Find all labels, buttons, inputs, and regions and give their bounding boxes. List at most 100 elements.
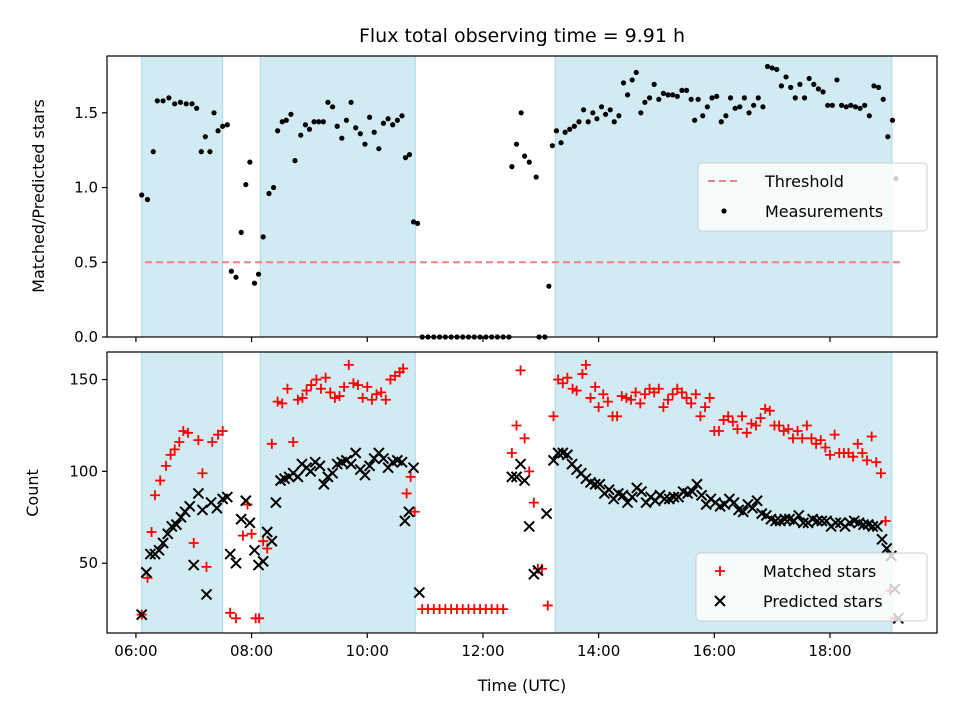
matched-stars-point bbox=[401, 488, 412, 499]
matched-stars-point bbox=[806, 433, 817, 444]
matched-stars-point bbox=[801, 420, 812, 431]
x-axis-label: Time (UTC) bbox=[477, 676, 566, 695]
bottom-y-axis-label: Count bbox=[23, 469, 42, 517]
measurement-point bbox=[718, 119, 724, 125]
top-y-tick-label: 0.5 bbox=[74, 253, 98, 271]
matched-stars-point bbox=[498, 604, 509, 615]
chart-title: Flux total observing time = 9.91 h bbox=[359, 25, 685, 47]
matched-stars-point bbox=[871, 457, 882, 468]
matched-stars-point bbox=[201, 561, 212, 572]
predicted-stars-point bbox=[514, 458, 527, 470]
top-y-axis-label: Matched/Predicted stars bbox=[29, 99, 48, 293]
predicted-stars-point bbox=[140, 566, 153, 579]
matched-stars-point bbox=[562, 372, 573, 383]
predicted-stars-point bbox=[751, 495, 763, 507]
top-observing-band-0 bbox=[141, 55, 224, 338]
matched-stars-point bbox=[353, 380, 364, 391]
predicted-stars-point bbox=[144, 548, 157, 560]
matched-stars-point bbox=[658, 402, 669, 413]
measurement-point bbox=[683, 87, 690, 93]
measurement-point bbox=[362, 141, 368, 147]
predicted-stars-point bbox=[266, 535, 278, 547]
matched-stars-point bbox=[409, 506, 420, 517]
top-y-tick-label: 1.5 bbox=[74, 104, 98, 122]
measurement-point bbox=[513, 141, 520, 147]
measurement-point bbox=[774, 66, 780, 73]
predicted-stars-point bbox=[399, 515, 411, 527]
predicted-stars-legend-handle bbox=[714, 595, 726, 607]
measurement-point bbox=[834, 77, 840, 83]
bottom-legend: Matched stars Predicted stars bbox=[695, 552, 928, 622]
measurement-point bbox=[292, 158, 298, 164]
measurement-point bbox=[585, 119, 591, 125]
matched-stars-point bbox=[306, 380, 317, 391]
measurement-point bbox=[598, 104, 605, 110]
matched-stars-point bbox=[764, 405, 775, 416]
matched-stars-point bbox=[348, 378, 359, 389]
measurement-point bbox=[183, 101, 189, 107]
matched-stars-point bbox=[150, 490, 161, 501]
measurement-point bbox=[228, 268, 234, 274]
predicted-stars-point bbox=[552, 447, 564, 459]
predicted-stars-point bbox=[224, 548, 236, 560]
predicted-stars-point bbox=[728, 496, 740, 509]
matched-stars-point bbox=[760, 403, 771, 414]
measurement-point bbox=[788, 84, 794, 90]
predicted-stars-point bbox=[594, 478, 606, 490]
predicted-stars-point bbox=[377, 452, 390, 465]
top-axes-frame bbox=[106, 55, 938, 338]
measurement-point bbox=[366, 114, 373, 120]
measurement-point bbox=[302, 122, 308, 128]
measurement-point bbox=[139, 192, 145, 198]
matched-stars-point bbox=[713, 425, 724, 436]
measurement-point bbox=[144, 196, 151, 203]
matched-stars-point bbox=[824, 449, 835, 460]
matched-stars-point bbox=[695, 411, 706, 422]
predicted-stars-point bbox=[413, 586, 426, 599]
matched-stars-point bbox=[732, 424, 743, 435]
matched-stars-point bbox=[783, 424, 794, 435]
predicted-stars-point bbox=[135, 608, 148, 621]
matched-stars-point bbox=[515, 365, 526, 376]
measurement-point bbox=[329, 104, 336, 110]
measurement-point bbox=[714, 93, 720, 99]
top-panel: 0.0 0.5 1.0 1.5 Threshold Measurements bbox=[74, 55, 938, 346]
matched-stars-point bbox=[288, 436, 299, 447]
matched-stars-point bbox=[528, 497, 539, 508]
matched-stars-point bbox=[829, 429, 840, 440]
measurement-point bbox=[811, 81, 817, 87]
measurement-point bbox=[633, 69, 639, 76]
matched-stars-point bbox=[616, 391, 627, 402]
predicted-stars-point bbox=[359, 469, 371, 481]
x-tick-label: 18:00 bbox=[808, 642, 851, 660]
measurement-point bbox=[376, 146, 382, 152]
matched-stars-point bbox=[197, 468, 208, 479]
measurement-point bbox=[348, 99, 354, 105]
matched-stars-point bbox=[519, 433, 530, 444]
measurement-point bbox=[275, 128, 281, 134]
matched-stars-point bbox=[857, 448, 868, 459]
measurement-point bbox=[172, 101, 178, 107]
matched-stars-point bbox=[635, 398, 646, 409]
predicted-stars-point bbox=[532, 564, 544, 577]
matched-stars-point bbox=[880, 515, 891, 526]
predicted-stars-point bbox=[244, 517, 256, 529]
measurement-point bbox=[607, 107, 613, 113]
matched-stars-point bbox=[225, 607, 236, 618]
top-y-tick-label: 1.0 bbox=[74, 179, 98, 197]
matched-stars-point bbox=[182, 427, 193, 438]
measurement-point bbox=[660, 90, 667, 96]
measurement-point bbox=[194, 105, 200, 111]
matched-stars-point bbox=[630, 387, 641, 398]
measurement-point bbox=[880, 96, 886, 102]
bottom-y-tick-label: 150 bbox=[69, 371, 98, 389]
measurement-point bbox=[732, 105, 738, 111]
measurement-point bbox=[815, 86, 822, 92]
predicted-stars-point bbox=[867, 520, 879, 533]
matched-stars-point bbox=[169, 444, 180, 455]
top-legend: Threshold Measurements bbox=[697, 162, 928, 232]
measurement-point bbox=[602, 111, 609, 117]
measurement-point bbox=[266, 190, 272, 197]
measurement-point bbox=[580, 107, 587, 113]
measurement-point bbox=[220, 123, 226, 129]
